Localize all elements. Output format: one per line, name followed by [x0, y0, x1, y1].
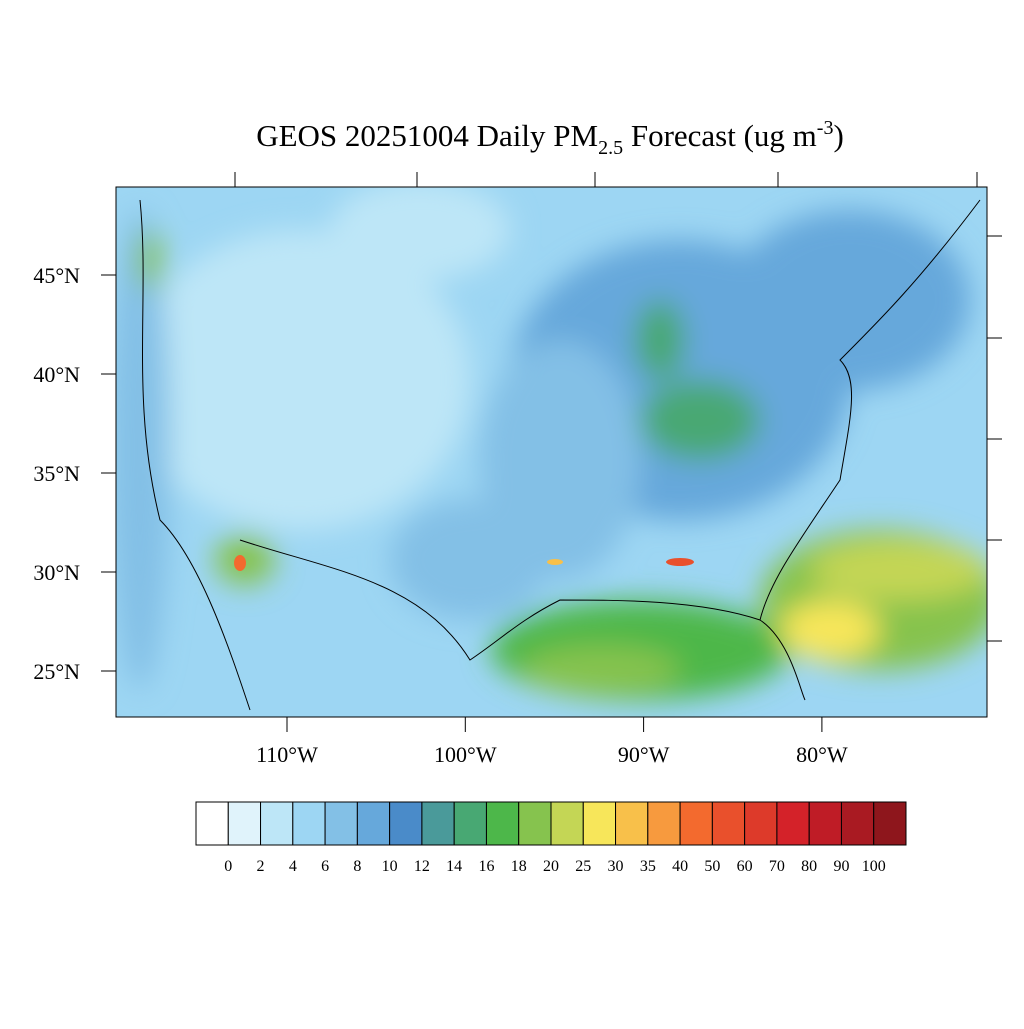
colorbar-label: 4: [289, 858, 297, 875]
colorbar-label: 100: [862, 858, 886, 875]
colorbar-box: [679, 801, 713, 846]
colorbar-label: 50: [704, 858, 720, 875]
colorbar-box: [227, 801, 262, 846]
colorbar-box: [808, 801, 842, 846]
colorbar-box: [615, 801, 649, 846]
colorbar-box: [550, 801, 584, 846]
colorbar-label: 30: [608, 858, 624, 875]
colorbar-label: 16: [478, 858, 494, 875]
colorbar-label: 35: [640, 858, 656, 875]
colorbar-box: [776, 801, 810, 846]
colorbar-box: [744, 801, 778, 846]
title-main: GEOS 20251004 Daily PM: [256, 118, 598, 153]
colorbar-label: 90: [833, 858, 849, 875]
colorbar-box: [518, 801, 552, 846]
title-subscript: 2.5: [598, 137, 623, 159]
colorbar-box: [582, 801, 617, 846]
colorbar-label: 14: [446, 858, 462, 875]
colorbar-label: 10: [382, 858, 398, 875]
colorbar-box: [453, 801, 487, 846]
colorbar-label: 70: [769, 858, 785, 875]
colorbar-box: [195, 801, 229, 846]
colorbar-label: 60: [737, 858, 753, 875]
lat-label: 30°N: [33, 560, 80, 585]
colorbar-label: 2: [257, 858, 265, 875]
colorbar-box: [647, 801, 681, 846]
colorbar-box: [356, 801, 391, 846]
colorbar-label: 25: [575, 858, 591, 875]
colorbar-box: [260, 801, 294, 846]
top-ticks: [234, 172, 1002, 642]
colorbar-box: [389, 801, 423, 846]
colorbar-label: 8: [353, 858, 361, 875]
lon-label: 80°W: [796, 742, 848, 767]
title-superscript: -3: [817, 117, 834, 139]
map-field: [116, 187, 987, 717]
colorbar-label: 80: [801, 858, 817, 875]
colorbar-box: [324, 801, 358, 846]
colorbar-label: 20: [543, 858, 559, 875]
colorbar-box: [840, 801, 875, 846]
title: GEOS 20251004 Daily PM2.5 Forecast (ug m…: [256, 117, 844, 159]
colorbar-box: [292, 801, 326, 846]
lon-label: 90°W: [618, 742, 670, 767]
colorbar-label: 40: [672, 858, 688, 875]
colorbar-box: [421, 801, 455, 846]
colorbar-label: 6: [321, 858, 329, 875]
colorbar-label: 18: [511, 858, 527, 875]
lon-label: 110°W: [256, 742, 318, 767]
lat-label: 40°N: [33, 362, 80, 387]
title-rest: Forecast (ug m: [623, 118, 817, 153]
title-close: ): [833, 118, 843, 153]
colorbar-label: 0: [224, 858, 232, 875]
colorbar-box: [485, 801, 520, 846]
lat-label: 25°N: [33, 659, 80, 684]
colorbar-box: [711, 801, 746, 846]
lat-label: 45°N: [33, 263, 80, 288]
colorbar-box: [873, 801, 907, 846]
coastline: [139, 199, 981, 711]
colorbar-label: 12: [414, 858, 430, 875]
map-frame: [115, 186, 988, 718]
lon-label: 100°W: [434, 742, 497, 767]
lat-label: 35°N: [33, 461, 80, 486]
